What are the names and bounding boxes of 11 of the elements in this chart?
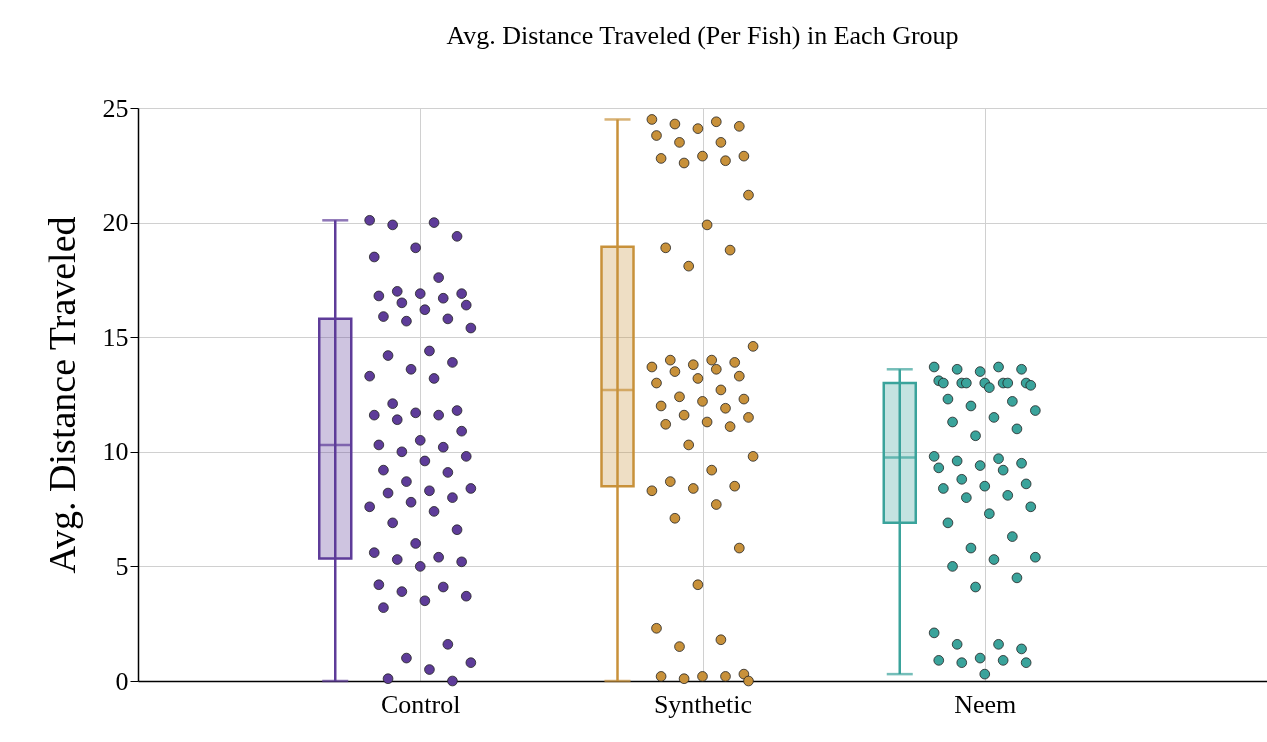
y-axis-title: Avg. Distance Traveled (40, 216, 83, 574)
x-tick-label: Neem (954, 689, 1017, 719)
x-tick-label: Control (381, 689, 461, 719)
x-tick-label: Synthetic (653, 689, 753, 719)
y-tick-label: 25 (102, 93, 129, 123)
y-tick-label: 15 (102, 322, 129, 352)
y-tick-label: 10 (102, 437, 129, 467)
y-tick-label: 5 (115, 551, 129, 581)
y-tick-label: 20 (102, 208, 129, 238)
y-tick-label: 0 (115, 666, 129, 696)
chart-title: Avg. Distance Traveled (Per Fish) in Each Group (446, 21, 959, 50)
